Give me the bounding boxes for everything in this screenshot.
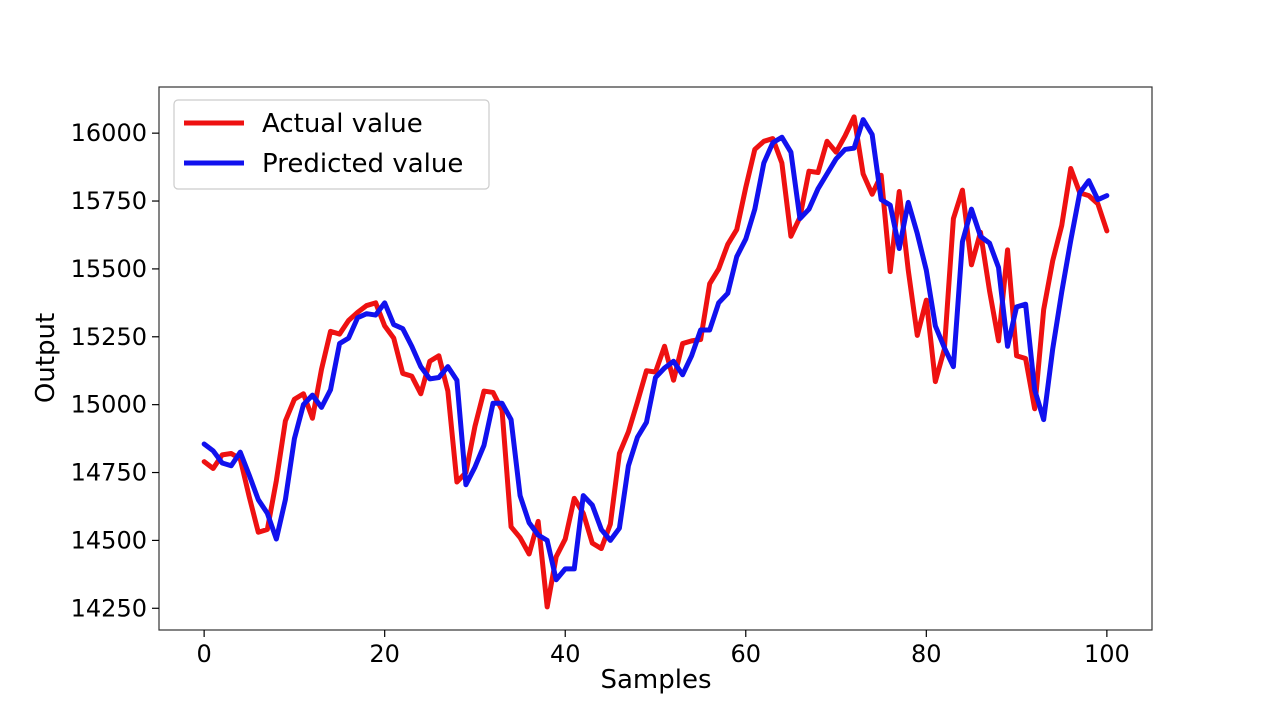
x-tick-label: 60 [730,640,761,668]
x-tick-label: 80 [911,640,942,668]
x-tick-label: 100 [1084,640,1130,668]
legend: Actual value Predicted value [173,99,490,190]
legend-label-actual: Actual value [262,109,423,139]
y-tick-label: 16000 [71,119,147,147]
y-tick-label: 14500 [71,526,147,554]
series-line-predicted [201,117,1110,583]
series-layer [201,114,1110,610]
y-axis-label: Output [31,313,61,403]
plot-area-border [158,86,1153,631]
x-tick-label: 20 [369,640,400,668]
y-tick-label: 15500 [71,255,147,283]
y-axis: 14250 14500 14750 15000 15250 15500 15750 16000 [71,119,159,622]
plot-frame [158,86,1153,631]
legend-box [173,99,490,190]
y-tick-label: 15750 [71,187,147,215]
legend-label-predicted: Predicted value [262,149,463,179]
y-tick-label: 15250 [71,323,147,351]
series-line-actual [201,114,1110,610]
x-axis-label: Samples [600,665,711,695]
x-axis: 0 20 40 60 80 100 [196,630,1130,668]
y-tick-label: 15000 [71,391,147,419]
x-tick-label: 0 [196,640,211,668]
x-tick-label: 40 [550,640,581,668]
y-tick-label: 14750 [71,459,147,487]
y-tick-label: 14250 [71,594,147,622]
